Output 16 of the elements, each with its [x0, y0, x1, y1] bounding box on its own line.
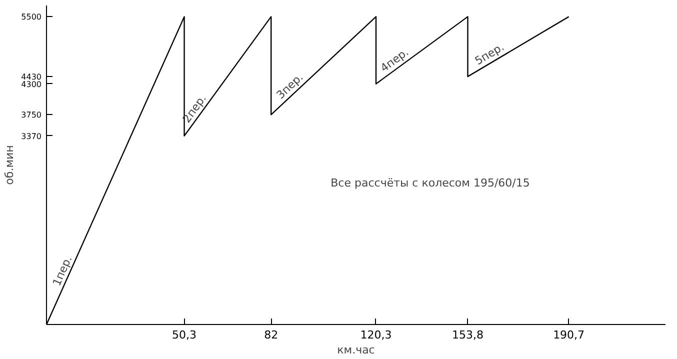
y-tick-label: 3750 — [21, 110, 42, 120]
y-tick-label: 4300 — [21, 80, 42, 89]
x-tick-label: 190,7 — [553, 328, 585, 342]
x-axis-title: км.час — [337, 344, 375, 356]
y-tick-label: 5500 — [21, 12, 42, 22]
x-tick-label: 50,3 — [172, 328, 197, 342]
x-tick-label: 82 — [264, 328, 278, 342]
annotation: 5пер. — [472, 40, 506, 68]
y-axis-title: об.мин — [3, 145, 16, 185]
annotation: Все рассчёты с колесом 195/60/15 — [330, 176, 530, 190]
x-tick-label: 120,3 — [360, 328, 392, 342]
y-tick-label: 4430 — [21, 72, 42, 82]
annotation: 1пер. — [50, 254, 75, 288]
y-tick-label: 3370 — [21, 132, 42, 141]
annotation: 4пер. — [378, 46, 412, 75]
x-tick-label: 153,8 — [452, 328, 484, 342]
